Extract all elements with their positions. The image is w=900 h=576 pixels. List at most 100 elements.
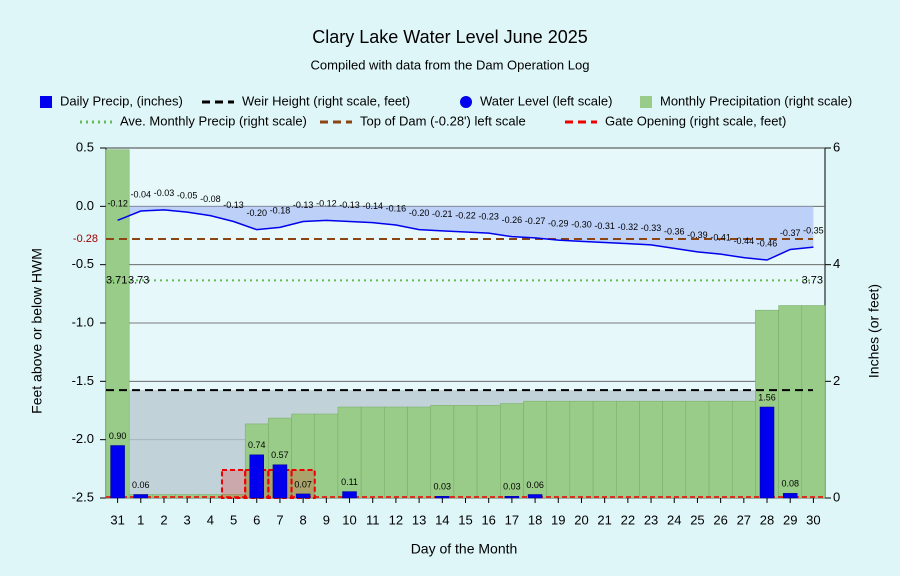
point-label: -0.30 [571, 220, 592, 230]
avg-label: 3.73 [128, 274, 149, 286]
monthly-precip-step [476, 405, 501, 499]
y-tick-label: 0.5 [76, 139, 94, 154]
bar-label: 0.03 [503, 482, 521, 492]
y-tick-label: -0.5 [72, 256, 94, 271]
x-tick-label: 3 [184, 512, 191, 527]
monthly-precip-step [731, 400, 756, 499]
point-label: -0.36 [664, 227, 685, 237]
chart-subtitle: Compiled with data from the Dam Operatio… [311, 57, 590, 72]
avg-label: 3.73 [802, 274, 823, 286]
x-tick-label: 18 [528, 512, 542, 527]
x-tick-label: 28 [760, 512, 774, 527]
point-label: -0.37 [780, 228, 801, 238]
y-tick-label: -1.0 [72, 314, 94, 329]
monthly-precip-step [384, 406, 408, 499]
y-tick-label: -1.5 [72, 373, 94, 388]
point-label: -0.23 [478, 212, 499, 222]
point-label: -0.13 [223, 200, 244, 210]
y-tick-label: -2.0 [72, 431, 94, 446]
point-label: -0.27 [525, 216, 546, 226]
precip-bar [342, 491, 357, 499]
x-tick-label: 15 [458, 512, 472, 527]
gate-opening [290, 469, 316, 499]
x-axis-title: Day of the Month [411, 541, 518, 557]
legend-label: Ave. Monthly Precip (right scale) [120, 113, 307, 128]
point-label: -0.04 [131, 189, 152, 199]
monthly-precip-step [407, 406, 431, 499]
bar-label: 0.08 [781, 479, 799, 489]
legend-swatch [460, 96, 472, 108]
x-tick-label: 14 [435, 512, 449, 527]
x-tick-label: 1 [137, 512, 144, 527]
precip-bar [435, 496, 450, 499]
precip-bar [133, 494, 149, 499]
bar-label: 0.07 [294, 479, 312, 489]
x-tick-label: 11 [366, 512, 380, 527]
x-tick-label: 31 [110, 512, 124, 527]
bar-label: 0.06 [132, 480, 150, 490]
point-label: -0.33 [641, 223, 662, 233]
bar-label: 0.74 [248, 440, 266, 450]
bar-label: 0.03 [434, 482, 452, 492]
point-label: -0.31 [594, 221, 615, 231]
monthly-precip-step [708, 400, 733, 499]
legend-label: Monthly Precipitation (right scale) [660, 93, 852, 108]
y-tick-label: 0.0 [76, 198, 94, 213]
legend-label: Gate Opening (right scale, feet) [605, 113, 786, 128]
x-tick-label: 7 [276, 512, 283, 527]
y2-tick-label: 0 [833, 489, 840, 504]
monthly-precip-step [801, 305, 826, 499]
point-label: -0.08 [200, 194, 221, 204]
bar-label: 0.06 [526, 480, 544, 490]
x-tick-label: 5 [230, 512, 237, 527]
legend-label: Daily Precip, (inches) [60, 93, 183, 108]
x-tick-label: 26 [713, 512, 727, 527]
monthly-precip-step [639, 400, 663, 499]
y2-tick-label: 6 [833, 139, 840, 154]
point-label: -0.20 [409, 208, 430, 218]
precip-bar [527, 494, 543, 499]
x-tick-label: 13 [412, 512, 426, 527]
x-tick-label: 17 [505, 512, 519, 527]
gate-opening [220, 469, 247, 499]
point-label: -0.12 [107, 199, 128, 209]
bar-label: 0.11 [341, 477, 358, 487]
legend-label: Top of Dam (-0.28') left scale [360, 113, 526, 128]
x-tick-label: 8 [300, 512, 307, 527]
monthly-precip-step [685, 400, 710, 499]
point-label: -0.39 [687, 230, 708, 240]
point-label: -0.13 [339, 200, 360, 210]
monthly-precip-step [616, 400, 640, 499]
y2-axis-title: Inches (or feet) [866, 284, 882, 378]
point-label: -0.05 [177, 191, 198, 201]
legend-label: Weir Height (right scale, feet) [242, 93, 410, 108]
x-tick-label: 10 [342, 512, 356, 527]
chart-title: Clary Lake Water Level June 2025 [312, 27, 587, 47]
point-label: -0.29 [548, 219, 569, 229]
water-level-line [117, 209, 814, 261]
y2-tick-label: 4 [833, 256, 840, 271]
point-label: -0.32 [618, 222, 639, 232]
x-tick-label: 21 [597, 512, 611, 527]
monthly-precip-step [546, 400, 571, 499]
precip-bar [759, 406, 775, 499]
point-label: -0.22 [455, 210, 476, 220]
x-tick-label: 29 [783, 512, 797, 527]
monthly-precip-step [360, 406, 385, 499]
y2-tick-label: 2 [833, 373, 840, 388]
monthly-precip-step [662, 400, 687, 499]
annotation: 3.71 [106, 274, 127, 286]
x-tick-label: 16 [481, 512, 495, 527]
point-label: -0.12 [316, 199, 337, 209]
point-label: -0.16 [386, 203, 407, 213]
point-label: -0.18 [270, 206, 291, 216]
point-label: -0.13 [293, 200, 314, 210]
x-tick-label: 12 [389, 512, 403, 527]
precip-bar [504, 496, 520, 499]
monthly-precip-step [453, 405, 478, 499]
x-tick-label: 30 [806, 512, 820, 527]
point-label: -0.46 [757, 238, 778, 248]
point-label: -0.14 [362, 201, 383, 211]
legend-label: Water Level (left scale) [480, 93, 612, 108]
